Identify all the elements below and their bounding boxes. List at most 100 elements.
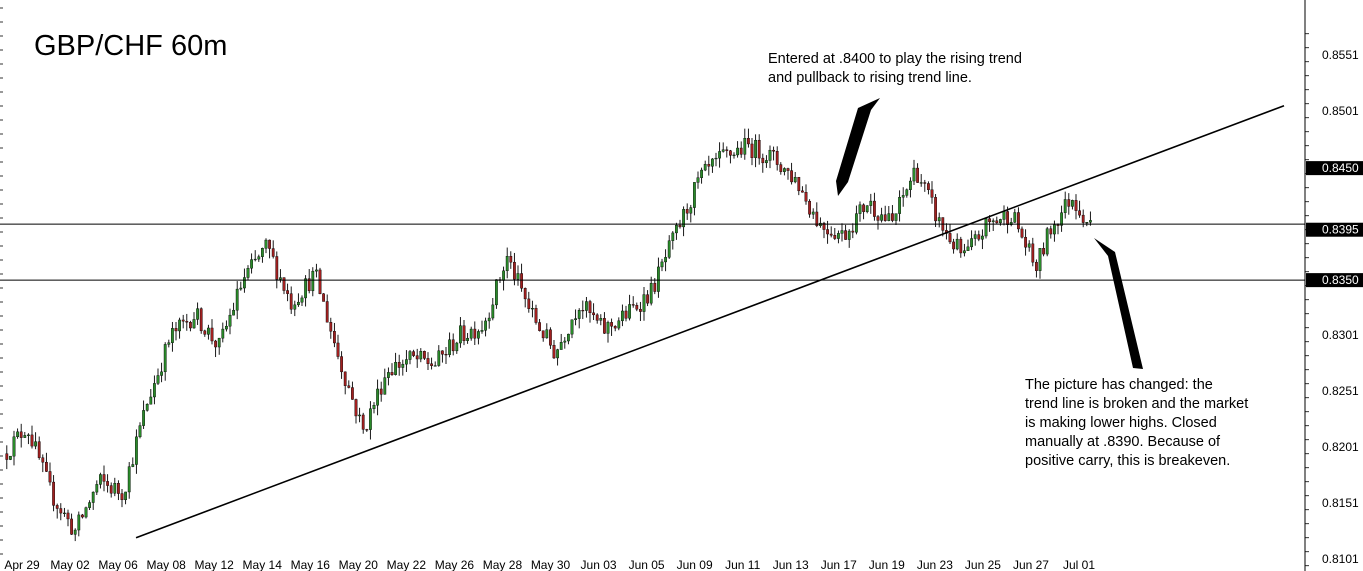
price-tick-label: 0.8301 <box>1322 328 1359 342</box>
price-tick-label: 0.8251 <box>1322 384 1359 398</box>
candle-body <box>451 339 455 352</box>
candle-body <box>401 363 405 368</box>
candle-body <box>815 211 819 226</box>
candle-body <box>131 464 135 467</box>
entry-annotation: Entered at .8400 to play the rising tren… <box>768 51 1022 86</box>
candle-body <box>390 372 394 375</box>
price-highlight-box <box>1306 161 1363 176</box>
candle-body <box>426 358 430 364</box>
candle-body <box>444 354 448 356</box>
candle-body <box>55 505 59 509</box>
candle-body <box>1031 243 1035 263</box>
candle-body <box>484 320 487 331</box>
candle-body <box>747 138 750 145</box>
time-tick-label: Jun 27 <box>1013 558 1049 571</box>
candle-body <box>408 351 412 360</box>
candle-body <box>887 213 891 221</box>
time-tick-label: May 22 <box>387 558 427 571</box>
candle-body <box>1070 200 1074 207</box>
candle-body <box>181 319 185 322</box>
time-tick-label: Jun 05 <box>629 558 665 571</box>
candle-body <box>613 325 617 329</box>
candle-body <box>804 192 808 202</box>
candle-body <box>448 339 451 355</box>
candle-body <box>610 322 614 327</box>
candle-body <box>865 205 869 212</box>
candle-body <box>621 310 624 322</box>
candle-body <box>577 310 581 319</box>
candle-body <box>23 435 27 438</box>
candle-body <box>549 329 552 346</box>
candle-body <box>170 328 174 343</box>
candle-body <box>1002 211 1006 220</box>
candle-body <box>959 238 963 254</box>
candle-body <box>653 282 657 292</box>
candle-body <box>880 214 884 221</box>
time-tick-label: May 12 <box>195 558 235 571</box>
candle-body <box>988 218 992 223</box>
candle-body <box>505 256 509 272</box>
candle-body <box>520 273 524 289</box>
candle-body <box>160 371 163 376</box>
candle-body <box>91 491 95 503</box>
candle-body <box>545 329 549 339</box>
candle-body <box>927 183 930 190</box>
candle-body <box>567 333 570 342</box>
candle-body <box>178 319 181 332</box>
candle-body <box>847 230 851 240</box>
candle-body <box>257 256 261 260</box>
candle-body <box>394 362 397 375</box>
candle-body <box>822 222 826 230</box>
candle-body <box>606 322 610 334</box>
price-tick-label: 0.8551 <box>1322 48 1359 62</box>
candle-body <box>786 168 790 171</box>
candle-body <box>772 149 776 152</box>
annotation-arrows <box>836 98 1143 369</box>
candle-body <box>649 282 653 304</box>
candle-body <box>585 301 588 311</box>
candle-body <box>534 308 538 323</box>
candle-body <box>869 200 873 206</box>
candle-body <box>268 239 271 249</box>
candle-body <box>116 483 120 494</box>
candle-body <box>188 322 192 329</box>
price-tick-label: 0.8501 <box>1322 104 1359 118</box>
candle-body <box>48 471 52 483</box>
candle-body <box>563 340 567 343</box>
candle-body <box>919 182 923 184</box>
candle-body <box>462 325 466 341</box>
candle-body <box>340 356 343 373</box>
candle-body <box>999 219 1002 224</box>
time-tick-label: May 02 <box>50 558 90 571</box>
candle-body <box>149 396 153 405</box>
candle-body <box>671 232 675 241</box>
candle-body <box>703 163 707 171</box>
candle-body <box>120 493 124 501</box>
candle-body <box>124 491 128 501</box>
candle-body <box>37 441 41 458</box>
candle-body <box>970 238 974 248</box>
time-tick-label: Jun 03 <box>581 558 617 571</box>
candle-body <box>95 484 99 493</box>
candle-body <box>167 342 171 345</box>
candle-body <box>595 314 599 321</box>
candle-body <box>509 256 513 263</box>
candle-body <box>415 355 419 360</box>
candle-body <box>80 514 84 518</box>
candle-body <box>624 310 628 319</box>
price-tick-label: 0.8151 <box>1322 496 1359 510</box>
candle-body <box>70 518 74 535</box>
price-tick-label: 0.8350 <box>1322 273 1359 287</box>
candle-body <box>538 322 542 331</box>
candle-body <box>19 431 23 438</box>
exit-annotation: The picture has changed: the trend line … <box>1025 377 1249 469</box>
candle-body <box>862 204 866 212</box>
price-tick-label: 0.8450 <box>1322 161 1359 175</box>
candle-body <box>275 256 279 280</box>
candle-body <box>138 425 142 438</box>
candle-body <box>1034 261 1038 271</box>
candle-body <box>552 345 556 359</box>
candle-body <box>12 436 16 457</box>
candle-body <box>541 330 545 339</box>
